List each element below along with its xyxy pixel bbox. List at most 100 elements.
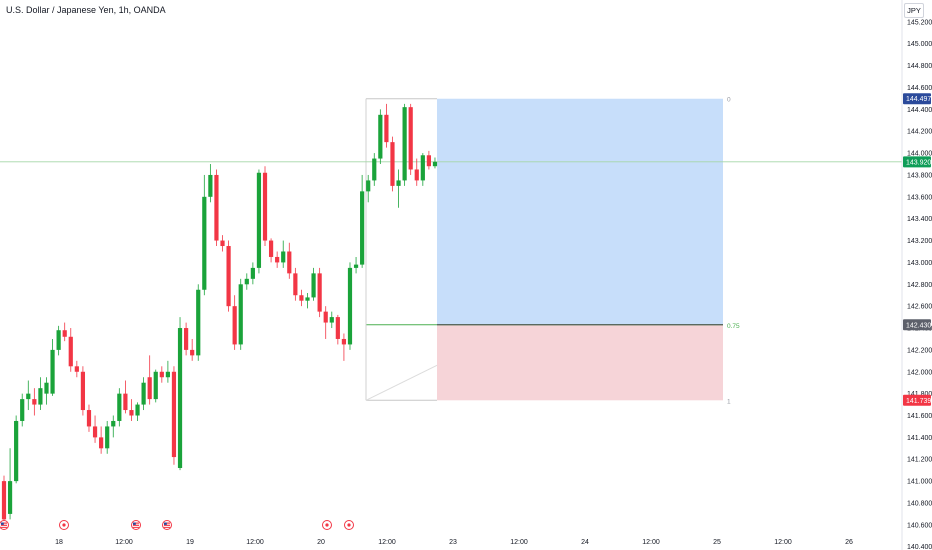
candle[interactable] — [14, 415, 19, 484]
candle[interactable] — [171, 366, 177, 465]
candle[interactable] — [281, 240, 286, 268]
candle[interactable] — [305, 293, 310, 309]
candle[interactable] — [226, 240, 231, 312]
candle[interactable] — [38, 377, 43, 411]
candle[interactable] — [372, 153, 377, 186]
candle[interactable] — [86, 404, 92, 432]
currency-selector[interactable]: JPY — [904, 3, 924, 18]
candle-body — [372, 158, 377, 181]
x-tick-label: 23 — [449, 539, 457, 546]
candle[interactable] — [420, 153, 425, 186]
target-price-label: 144.497 — [906, 96, 931, 103]
candle[interactable] — [32, 388, 37, 416]
candle[interactable] — [317, 267, 322, 318]
candle[interactable] — [50, 338, 55, 396]
candle[interactable] — [20, 393, 25, 427]
candle[interactable] — [360, 174, 365, 268]
candle[interactable] — [426, 150, 431, 170]
candle[interactable] — [402, 103, 407, 186]
event-circle-icon[interactable] — [322, 520, 332, 530]
candle-body — [190, 349, 195, 356]
candle-body — [159, 371, 164, 378]
candle[interactable] — [396, 169, 401, 208]
candle[interactable] — [105, 420, 110, 454]
candle[interactable] — [244, 273, 249, 290]
candle[interactable] — [1, 475, 7, 525]
candle[interactable] — [341, 333, 347, 361]
candle[interactable] — [196, 284, 201, 361]
candle[interactable] — [378, 109, 383, 165]
candle[interactable] — [335, 314, 340, 345]
candle[interactable] — [165, 360, 170, 383]
candle[interactable] — [129, 399, 134, 421]
candle[interactable] — [311, 267, 316, 301]
candle[interactable] — [184, 322, 189, 356]
candle[interactable] — [74, 360, 79, 378]
candle[interactable] — [414, 158, 419, 186]
candle-body — [244, 278, 249, 285]
candle[interactable] — [366, 174, 371, 203]
y-tick-label: 143.200 — [907, 238, 932, 245]
candle[interactable] — [232, 295, 237, 350]
candle[interactable] — [214, 169, 219, 247]
x-tick-label: 12:00 — [510, 539, 528, 546]
candle[interactable] — [141, 377, 146, 411]
candle[interactable] — [262, 166, 268, 247]
candle[interactable] — [202, 174, 207, 296]
candle[interactable] — [347, 262, 353, 350]
candle[interactable] — [44, 377, 49, 405]
candle[interactable] — [177, 317, 183, 471]
candle[interactable] — [147, 355, 152, 405]
candle[interactable] — [250, 262, 255, 285]
us-flag-icon[interactable] — [0, 520, 9, 530]
candle-body — [171, 371, 177, 458]
candle-body — [408, 107, 413, 170]
candle[interactable] — [62, 322, 67, 342]
candle-body — [305, 297, 310, 301]
candle[interactable] — [159, 366, 164, 383]
candle-body — [414, 169, 419, 181]
candle[interactable] — [153, 369, 158, 403]
candle[interactable] — [238, 278, 243, 350]
target-zone[interactable] — [437, 98, 723, 325]
candle[interactable] — [408, 103, 413, 175]
entry-price-badge: 142.430 — [903, 319, 931, 331]
us-flag-icon[interactable] — [162, 520, 172, 530]
position-ratio-label: 0 — [727, 97, 731, 104]
candle-body — [123, 393, 128, 411]
candle-body — [238, 284, 243, 345]
candle[interactable] — [256, 169, 262, 274]
candle[interactable] — [80, 366, 86, 416]
candle[interactable] — [56, 325, 61, 356]
candle-body — [226, 246, 231, 307]
candle[interactable] — [123, 380, 128, 414]
candle[interactable] — [117, 388, 122, 427]
candle-body — [68, 336, 73, 367]
candle[interactable] — [7, 448, 13, 520]
candle[interactable] — [68, 328, 73, 372]
candle[interactable] — [275, 251, 280, 268]
candle[interactable] — [384, 103, 389, 148]
candle[interactable] — [26, 380, 31, 411]
candle[interactable] — [353, 256, 359, 274]
us-flag-icon[interactable] — [131, 520, 141, 530]
candle[interactable] — [287, 242, 292, 279]
candle[interactable] — [92, 415, 98, 443]
event-circle-icon[interactable] — [344, 520, 354, 530]
candle[interactable] — [432, 157, 438, 169]
candle[interactable] — [299, 289, 304, 307]
stop-zone[interactable] — [437, 324, 723, 401]
candle[interactable] — [99, 426, 104, 454]
candle[interactable] — [293, 267, 298, 301]
event-circle-icon[interactable] — [59, 520, 69, 530]
candle[interactable] — [390, 136, 395, 192]
candle[interactable] — [135, 402, 140, 421]
candle[interactable] — [190, 338, 195, 361]
candle[interactable] — [111, 415, 116, 438]
candle[interactable] — [208, 164, 213, 203]
candle[interactable] — [220, 235, 225, 252]
candle[interactable] — [268, 238, 274, 263]
candle[interactable] — [323, 306, 328, 339]
candle[interactable] — [329, 311, 334, 329]
